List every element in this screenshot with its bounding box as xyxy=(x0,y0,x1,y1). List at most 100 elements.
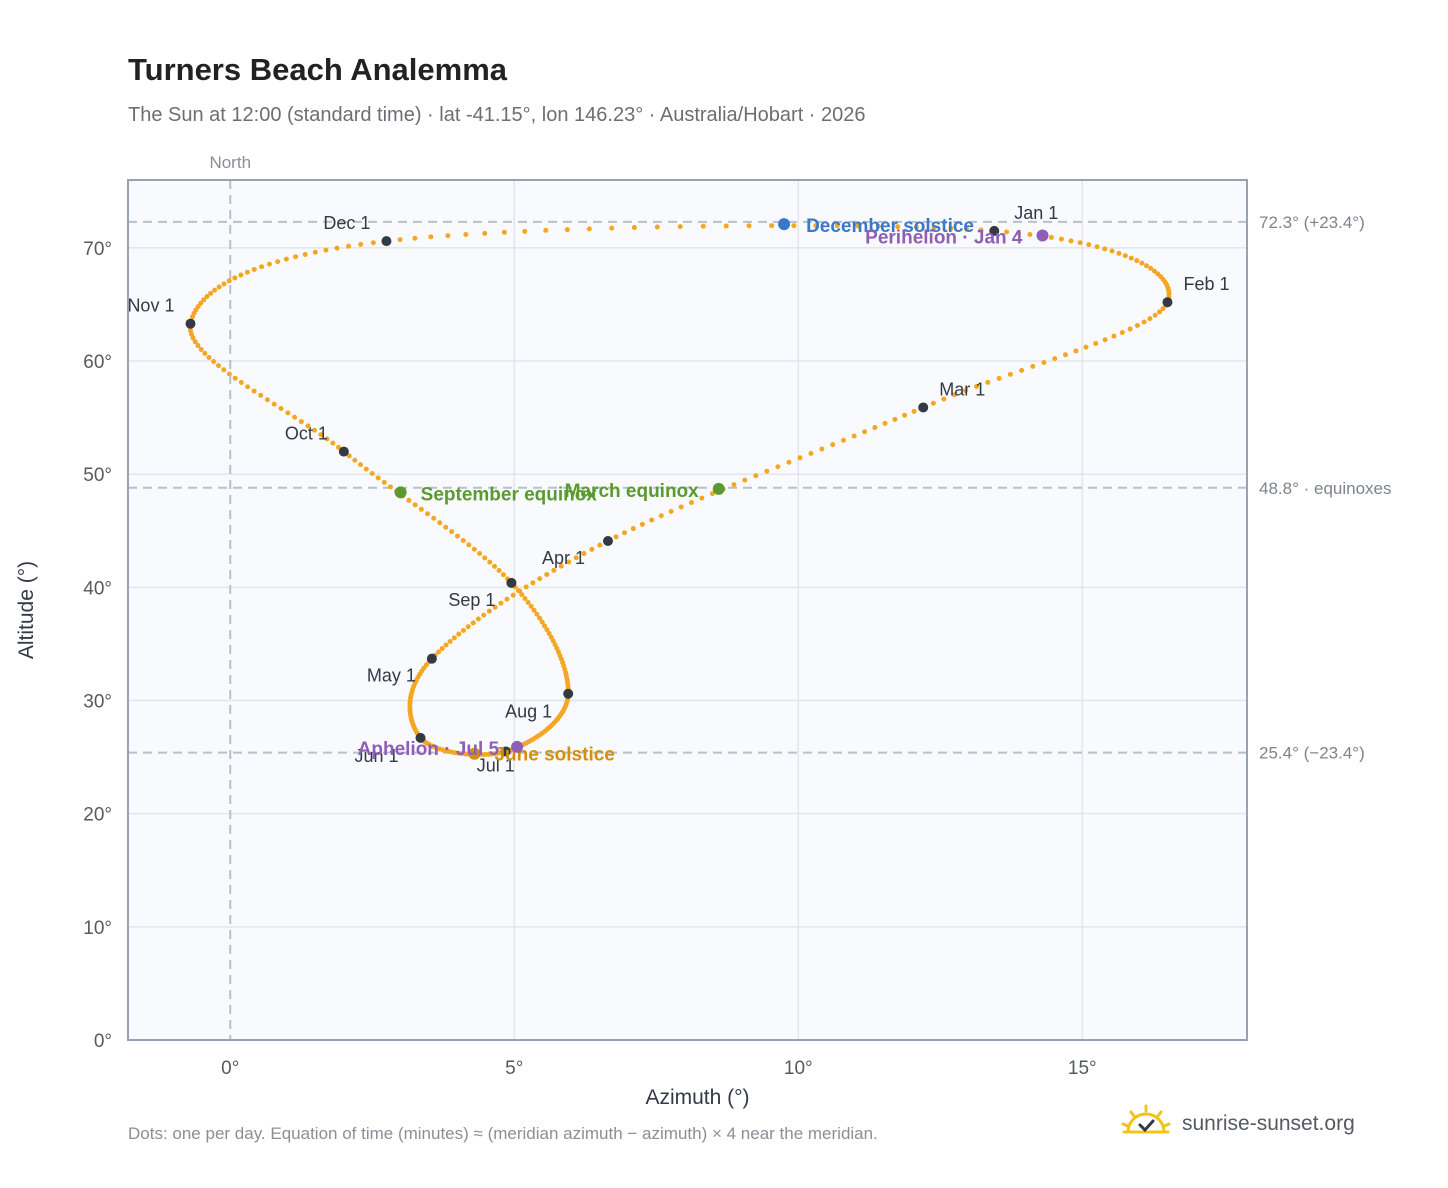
daily-dot xyxy=(501,229,507,235)
daily-dot xyxy=(1102,246,1108,252)
daily-dot xyxy=(312,249,318,255)
daily-dot xyxy=(1127,326,1133,332)
daily-dot xyxy=(428,234,434,240)
x-tick-label: 15° xyxy=(1068,1058,1097,1079)
daily-dot xyxy=(589,546,595,552)
daily-dot xyxy=(1004,229,1010,235)
daily-dot xyxy=(530,580,536,586)
daily-dot xyxy=(895,224,901,230)
daily-dot xyxy=(283,256,289,262)
daily-dot xyxy=(813,223,819,229)
brand[interactable]: sunrise-sunset.org xyxy=(1120,1102,1355,1146)
daily-dot xyxy=(1077,240,1083,246)
month-marker xyxy=(989,225,1000,236)
daily-dot xyxy=(1160,306,1166,312)
daily-dot xyxy=(293,254,299,260)
daily-dot xyxy=(346,453,352,459)
month-marker xyxy=(185,318,196,329)
daily-dot xyxy=(1111,333,1117,339)
daily-dot xyxy=(962,388,968,394)
daily-dot xyxy=(330,440,336,446)
daily-dot xyxy=(786,459,792,465)
daily-dot xyxy=(537,615,543,621)
reference-line-label: 72.3° (+23.4°) xyxy=(1259,213,1365,232)
event-label: September equinox xyxy=(421,484,598,505)
daily-dot xyxy=(486,608,492,614)
daily-dot xyxy=(463,231,469,237)
daily-dot xyxy=(525,599,531,605)
daily-dot xyxy=(522,596,528,602)
daily-dot xyxy=(406,497,412,503)
daily-dot xyxy=(531,607,537,613)
daily-dot xyxy=(1148,265,1154,271)
month-label: Sep 1 xyxy=(448,590,495,610)
month-label: May 1 xyxy=(367,666,416,686)
daily-dot xyxy=(534,611,540,617)
daily-dot xyxy=(913,224,919,230)
daily-dot xyxy=(552,642,558,648)
daily-dot xyxy=(978,227,984,233)
daily-dot xyxy=(375,475,381,481)
daily-dot xyxy=(482,230,488,236)
reference-line-label: 25.4° (−23.4°) xyxy=(1259,744,1365,763)
daily-dot xyxy=(522,228,528,234)
event-marker xyxy=(468,747,481,760)
daily-dot xyxy=(1109,248,1115,254)
month-marker xyxy=(918,402,929,413)
daily-dot xyxy=(285,410,291,416)
grid-lines xyxy=(128,180,1247,1041)
daily-dot xyxy=(271,401,277,407)
daily-dot xyxy=(358,462,364,468)
event-marker xyxy=(1036,229,1049,242)
y-tick-label: 70° xyxy=(83,239,112,260)
daily-dot xyxy=(581,551,587,557)
daily-dot xyxy=(251,266,257,272)
daily-dot xyxy=(370,240,376,246)
daily-dot xyxy=(487,559,493,565)
daily-dot xyxy=(528,603,534,609)
daily-dot xyxy=(238,272,244,278)
daily-dot xyxy=(775,464,781,470)
meridian-label: North xyxy=(209,153,251,172)
x-tick-label: 5° xyxy=(505,1058,523,1079)
event-marker xyxy=(394,486,407,499)
y-tick-label: 10° xyxy=(83,918,112,939)
daily-dot xyxy=(586,226,592,232)
daily-dot xyxy=(447,638,453,644)
chart-subtitle: The Sun at 12:00 (standard time) · lat -… xyxy=(128,104,866,126)
daily-dot xyxy=(195,343,201,349)
daily-dot xyxy=(492,563,498,569)
y-tick-label: 40° xyxy=(83,578,112,599)
daily-dot xyxy=(834,223,840,229)
month-label: Jun 1 xyxy=(355,746,399,766)
daily-dot xyxy=(548,634,554,640)
daily-dot xyxy=(1151,268,1157,274)
daily-dot xyxy=(985,379,991,385)
month-label: Dec 1 xyxy=(323,213,370,233)
month-marker xyxy=(381,236,392,247)
daily-dot xyxy=(201,297,207,303)
daily-dot xyxy=(492,604,498,610)
daily-dot xyxy=(1083,344,1089,350)
daily-dot xyxy=(613,534,619,540)
y-tick-label: 20° xyxy=(83,805,112,826)
daily-dot xyxy=(791,223,797,229)
daily-dot xyxy=(387,484,393,490)
daily-dot xyxy=(668,508,674,514)
daily-dot xyxy=(221,281,227,287)
daily-dot xyxy=(539,619,545,625)
daily-dot xyxy=(221,367,227,373)
month-label: Aug 1 xyxy=(505,702,552,722)
daily-dot xyxy=(515,588,521,594)
daily-dot xyxy=(192,339,198,345)
y-axis-label: Altitude (°) xyxy=(15,561,38,659)
y-tick-label: 60° xyxy=(83,352,112,373)
daily-dot xyxy=(465,624,471,630)
daily-dot xyxy=(466,542,472,548)
daily-dot xyxy=(1041,359,1047,365)
daily-dot xyxy=(1027,231,1033,237)
month-label: Oct 1 xyxy=(285,424,328,444)
event-label: June solstice xyxy=(494,745,614,766)
month-marker xyxy=(426,653,437,664)
month-marker xyxy=(563,688,574,699)
